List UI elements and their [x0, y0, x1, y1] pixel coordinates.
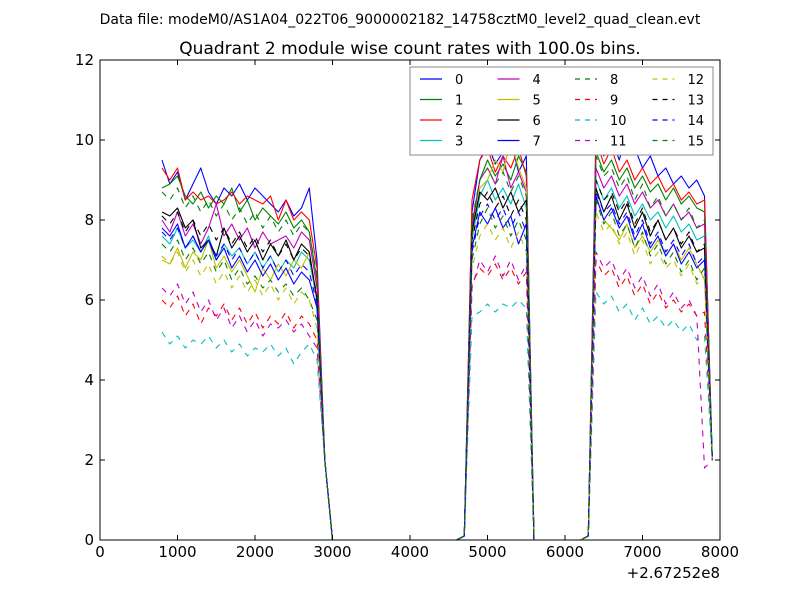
y-tick-label: 4	[84, 371, 94, 389]
y-tick-label: 8	[84, 211, 94, 229]
series-line-2	[161, 139, 713, 541]
series-line-14	[161, 191, 713, 541]
legend-label-5: 5	[533, 94, 541, 109]
axis-ticks: 0 1000 2000 3000 4000 5000 6000 7000 80000246810…	[75, 51, 739, 561]
series-line-12	[161, 211, 713, 541]
legend-label-4: 4	[533, 73, 541, 88]
x-axis-offset-label: +2.67252e8	[627, 564, 720, 582]
x-tick-label: 2000	[236, 543, 274, 561]
legend-label-15: 15	[688, 135, 705, 150]
legend-label-13: 13	[688, 94, 705, 109]
legend-label-11: 11	[610, 135, 627, 150]
series-line-11	[161, 251, 713, 541]
legend-label-7: 7	[533, 135, 541, 150]
legend-label-2: 2	[455, 114, 463, 129]
x-tick-label: 8000	[701, 543, 739, 561]
x-tick-label: 6000	[546, 543, 584, 561]
y-tick-label: 6	[84, 291, 94, 309]
series-line-10	[161, 291, 713, 541]
x-tick-label: 4000	[391, 543, 429, 561]
x-tick-label: 0	[95, 543, 105, 561]
legend-label-14: 14	[688, 114, 705, 129]
x-tick-label: 3000	[313, 543, 351, 561]
series-line-5	[161, 139, 713, 541]
legend-label-0: 0	[455, 73, 463, 88]
legend-label-12: 12	[688, 73, 705, 88]
y-tick-label: 2	[84, 451, 94, 469]
series-line-1	[161, 151, 713, 541]
legend-label-1: 1	[455, 94, 463, 109]
legend-label-6: 6	[533, 114, 541, 129]
figure-suptitle: Data file: modeM0/AS1A04_022T06_90000021…	[100, 12, 701, 28]
y-tick-label: 0	[84, 531, 94, 549]
series-line-9	[161, 259, 713, 541]
y-tick-label: 12	[75, 51, 94, 69]
series-line-8	[161, 199, 713, 541]
x-tick-label: 7000	[623, 543, 661, 561]
chart-title: Quadrant 2 module wise count rates with …	[179, 39, 640, 59]
legend-label-10: 10	[610, 114, 627, 129]
x-tick-label: 5000	[468, 543, 506, 561]
x-tick-label: 1000	[158, 543, 196, 561]
legend-label-3: 3	[455, 135, 463, 150]
y-tick-label: 10	[75, 131, 94, 149]
series-layer	[161, 127, 713, 541]
legend-label-8: 8	[610, 73, 618, 88]
legend-label-9: 9	[610, 94, 618, 109]
